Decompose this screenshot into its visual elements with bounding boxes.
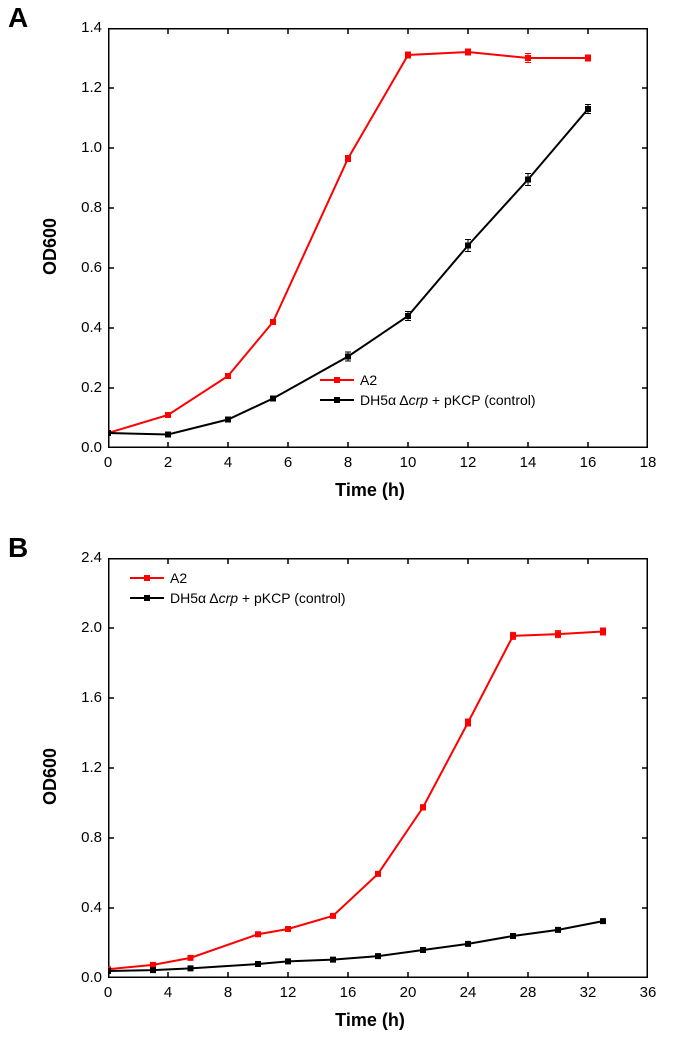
xtick-label: 8 — [333, 454, 363, 471]
ytick-label: 0.4 — [68, 899, 102, 916]
xtick-label: 6 — [273, 454, 303, 471]
ytick-label: 2.0 — [68, 619, 102, 636]
legend-swatch-control — [320, 393, 354, 407]
xtick-label: 12 — [453, 454, 483, 471]
panel-b-xlabel: Time (h) — [310, 1010, 430, 1031]
xtick-label: 0 — [93, 454, 123, 471]
xtick-label: 4 — [153, 984, 183, 1001]
legend-label-a2: A2 — [360, 372, 377, 388]
xtick-label: 14 — [513, 454, 543, 471]
legend-swatch-b-control — [130, 591, 164, 605]
xtick-label: 12 — [273, 984, 303, 1001]
ytick-label: 0.8 — [68, 199, 102, 216]
xtick-label: 2 — [153, 454, 183, 471]
xtick-label: 8 — [213, 984, 243, 1001]
xtick-label: 10 — [393, 454, 423, 471]
legend-label-b-control: DH5α Δcrp + pKCP (control) — [170, 590, 346, 606]
xtick-label: 28 — [513, 984, 543, 1001]
legend-row-control: DH5α Δcrp + pKCP (control) — [320, 390, 536, 410]
xtick-label: 16 — [333, 984, 363, 1001]
figure-page: A OD600 Time (h) 0.00.20.40.60.81.01.21.… — [0, 0, 683, 1052]
xtick-label: 24 — [453, 984, 483, 1001]
ytick-label: 0.2 — [68, 379, 102, 396]
xtick-label: 36 — [633, 984, 663, 1001]
panel-a-xlabel: Time (h) — [310, 480, 430, 501]
panel-a-ylabel: OD600 — [40, 218, 61, 275]
ytick-label: 1.0 — [68, 139, 102, 156]
ytick-label: 1.4 — [68, 19, 102, 36]
xtick-label: 32 — [573, 984, 603, 1001]
ytick-label: 1.6 — [68, 689, 102, 706]
legend-row-b-control: DH5α Δcrp + pKCP (control) — [130, 588, 346, 608]
legend-label-control: DH5α Δcrp + pKCP (control) — [360, 392, 536, 408]
panel-b-legend: A2 DH5α Δcrp + pKCP (control) — [130, 568, 346, 608]
legend-label-b-a2: A2 — [170, 570, 187, 586]
ytick-label: 1.2 — [68, 759, 102, 776]
ytick-label: 0.8 — [68, 829, 102, 846]
legend-swatch-a2 — [320, 373, 354, 387]
ytick-label: 1.2 — [68, 79, 102, 96]
legend-row-a2: A2 — [320, 370, 536, 390]
legend-swatch-b-a2 — [130, 571, 164, 585]
panel-a-label: A — [8, 2, 28, 34]
ytick-label: 2.4 — [68, 549, 102, 566]
xtick-label: 4 — [213, 454, 243, 471]
xtick-label: 18 — [633, 454, 663, 471]
xtick-label: 20 — [393, 984, 423, 1001]
xtick-label: 16 — [573, 454, 603, 471]
panel-b-label: B — [8, 532, 28, 564]
ytick-label: 0.6 — [68, 259, 102, 276]
legend-row-b-a2: A2 — [130, 568, 346, 588]
panel-b-svg — [108, 558, 648, 978]
panel-a-legend: A2 DH5α Δcrp + pKCP (control) — [320, 370, 536, 410]
panel-b-ylabel: OD600 — [40, 748, 61, 805]
panel-b-chart — [108, 558, 648, 978]
ytick-label: 0.4 — [68, 319, 102, 336]
xtick-label: 0 — [93, 984, 123, 1001]
